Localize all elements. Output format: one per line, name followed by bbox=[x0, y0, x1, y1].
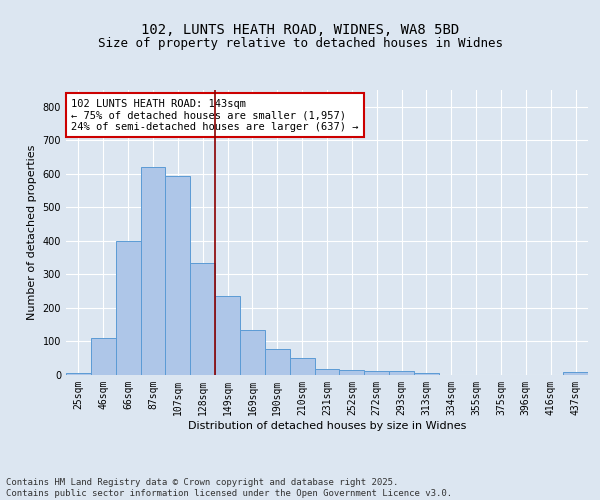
Bar bbox=[265, 349, 290, 375]
Text: 102, LUNTS HEATH ROAD, WIDNES, WA8 5BD: 102, LUNTS HEATH ROAD, WIDNES, WA8 5BD bbox=[141, 22, 459, 36]
Bar bbox=[290, 358, 314, 375]
Bar bbox=[166, 176, 190, 375]
Bar bbox=[66, 374, 91, 375]
Bar bbox=[215, 296, 240, 375]
Bar bbox=[91, 338, 116, 375]
Bar bbox=[190, 262, 215, 375]
Bar bbox=[414, 374, 439, 375]
Text: Contains HM Land Registry data © Crown copyright and database right 2025.
Contai: Contains HM Land Registry data © Crown c… bbox=[6, 478, 452, 498]
Bar bbox=[116, 241, 140, 375]
Y-axis label: Number of detached properties: Number of detached properties bbox=[27, 145, 37, 320]
X-axis label: Distribution of detached houses by size in Widnes: Distribution of detached houses by size … bbox=[188, 420, 466, 430]
Bar bbox=[563, 372, 588, 375]
Bar bbox=[314, 369, 340, 375]
Bar bbox=[364, 370, 389, 375]
Bar bbox=[240, 330, 265, 375]
Text: Size of property relative to detached houses in Widnes: Size of property relative to detached ho… bbox=[97, 38, 503, 51]
Bar bbox=[340, 370, 364, 375]
Bar bbox=[389, 370, 414, 375]
Text: 102 LUNTS HEATH ROAD: 143sqm
← 75% of detached houses are smaller (1,957)
24% of: 102 LUNTS HEATH ROAD: 143sqm ← 75% of de… bbox=[71, 98, 359, 132]
Bar bbox=[140, 167, 166, 375]
